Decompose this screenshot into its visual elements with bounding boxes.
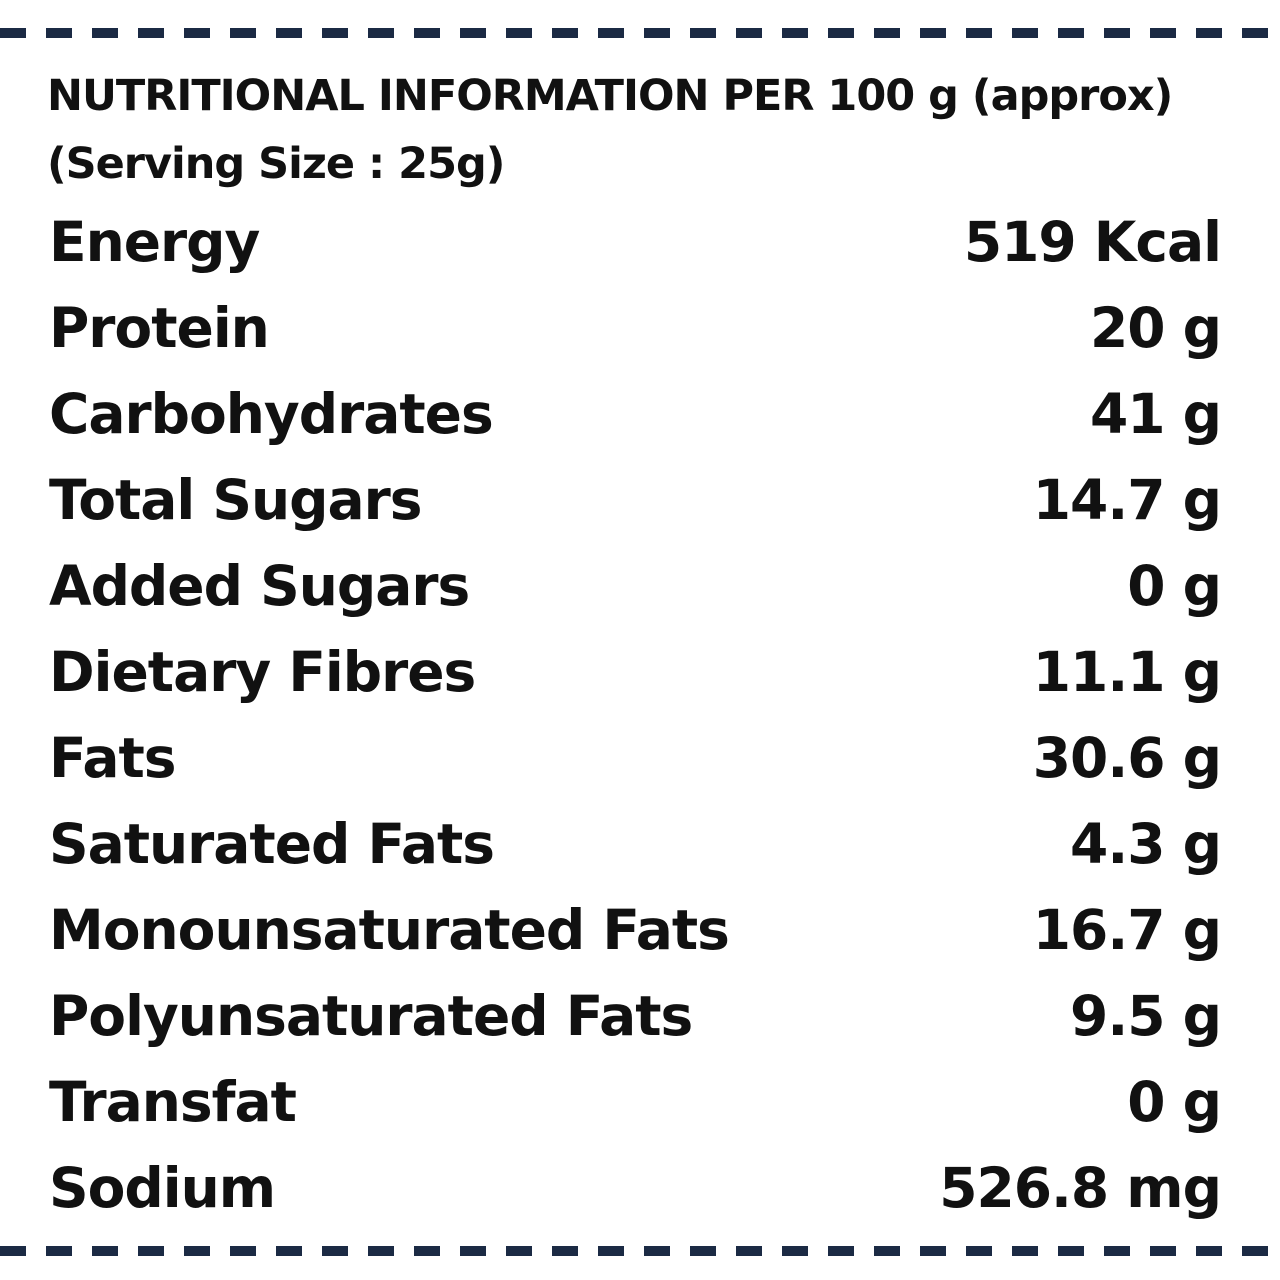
nutrient-label: Added Sugars [49, 554, 470, 618]
nutrient-label: Polyunsaturated Fats [49, 984, 693, 1048]
nutrient-value: 16.7 g [1032, 898, 1222, 962]
nutrient-label: Dietary Fibres [49, 640, 476, 704]
nutrient-value: 11.1 g [1032, 640, 1222, 704]
nutrient-row-energy: Energy 519 Kcal [49, 199, 1222, 285]
nutrient-label: Sodium [49, 1156, 276, 1220]
heading-serving-size: (Serving Size : 25g) [47, 139, 505, 189]
nutrient-row-polyunsaturated-fats: Polyunsaturated Fats 9.5 g [49, 973, 1222, 1059]
nutrient-row-monounsaturated-fats: Monounsaturated Fats 16.7 g [49, 887, 1222, 973]
nutrient-label: Saturated Fats [49, 812, 495, 876]
nutrient-value: 41 g [1089, 382, 1222, 446]
nutrient-row-saturated-fats: Saturated Fats 4.3 g [49, 801, 1222, 887]
nutrient-value: 30.6 g [1032, 726, 1222, 790]
bottom-dashed-border [0, 1246, 1280, 1256]
nutrient-label: Energy [49, 210, 260, 274]
nutrient-label: Total Sugars [49, 468, 423, 532]
nutrient-label: Monounsaturated Fats [49, 898, 730, 962]
nutrient-value: 4.3 g [1070, 812, 1222, 876]
nutrition-table: Energy 519 Kcal Protein 20 g Carbohydrat… [49, 199, 1222, 1231]
nutrient-row-dietary-fibres: Dietary Fibres 11.1 g [49, 629, 1222, 715]
nutrient-row-fats: Fats 30.6 g [49, 715, 1222, 801]
nutrient-label: Carbohydrates [49, 382, 494, 446]
nutrient-value: 14.7 g [1032, 468, 1222, 532]
nutrient-value: 0 g [1127, 554, 1222, 618]
heading-title: NUTRITIONAL INFORMATION PER 100 g (appro… [47, 71, 1173, 121]
nutrient-value: 0 g [1127, 1070, 1222, 1134]
nutrient-row-sodium: Sodium 526.8 mg [49, 1145, 1222, 1231]
nutrient-value: 519 Kcal [963, 210, 1222, 274]
nutrient-label: Transfat [49, 1070, 297, 1134]
nutrient-row-carbohydrates: Carbohydrates 41 g [49, 371, 1222, 457]
nutrient-value: 20 g [1089, 296, 1222, 360]
nutrient-label: Protein [49, 296, 270, 360]
nutrient-row-protein: Protein 20 g [49, 285, 1222, 371]
nutrient-value: 526.8 mg [939, 1156, 1222, 1220]
nutrient-row-added-sugars: Added Sugars 0 g [49, 543, 1222, 629]
nutrition-heading: NUTRITIONAL INFORMATION PER 100 g (appro… [47, 62, 1247, 198]
nutrient-label: Fats [49, 726, 176, 790]
nutrient-value: 9.5 g [1070, 984, 1222, 1048]
nutrient-row-total-sugars: Total Sugars 14.7 g [49, 457, 1222, 543]
nutrient-row-transfat: Transfat 0 g [49, 1059, 1222, 1145]
top-dashed-border [0, 28, 1280, 38]
